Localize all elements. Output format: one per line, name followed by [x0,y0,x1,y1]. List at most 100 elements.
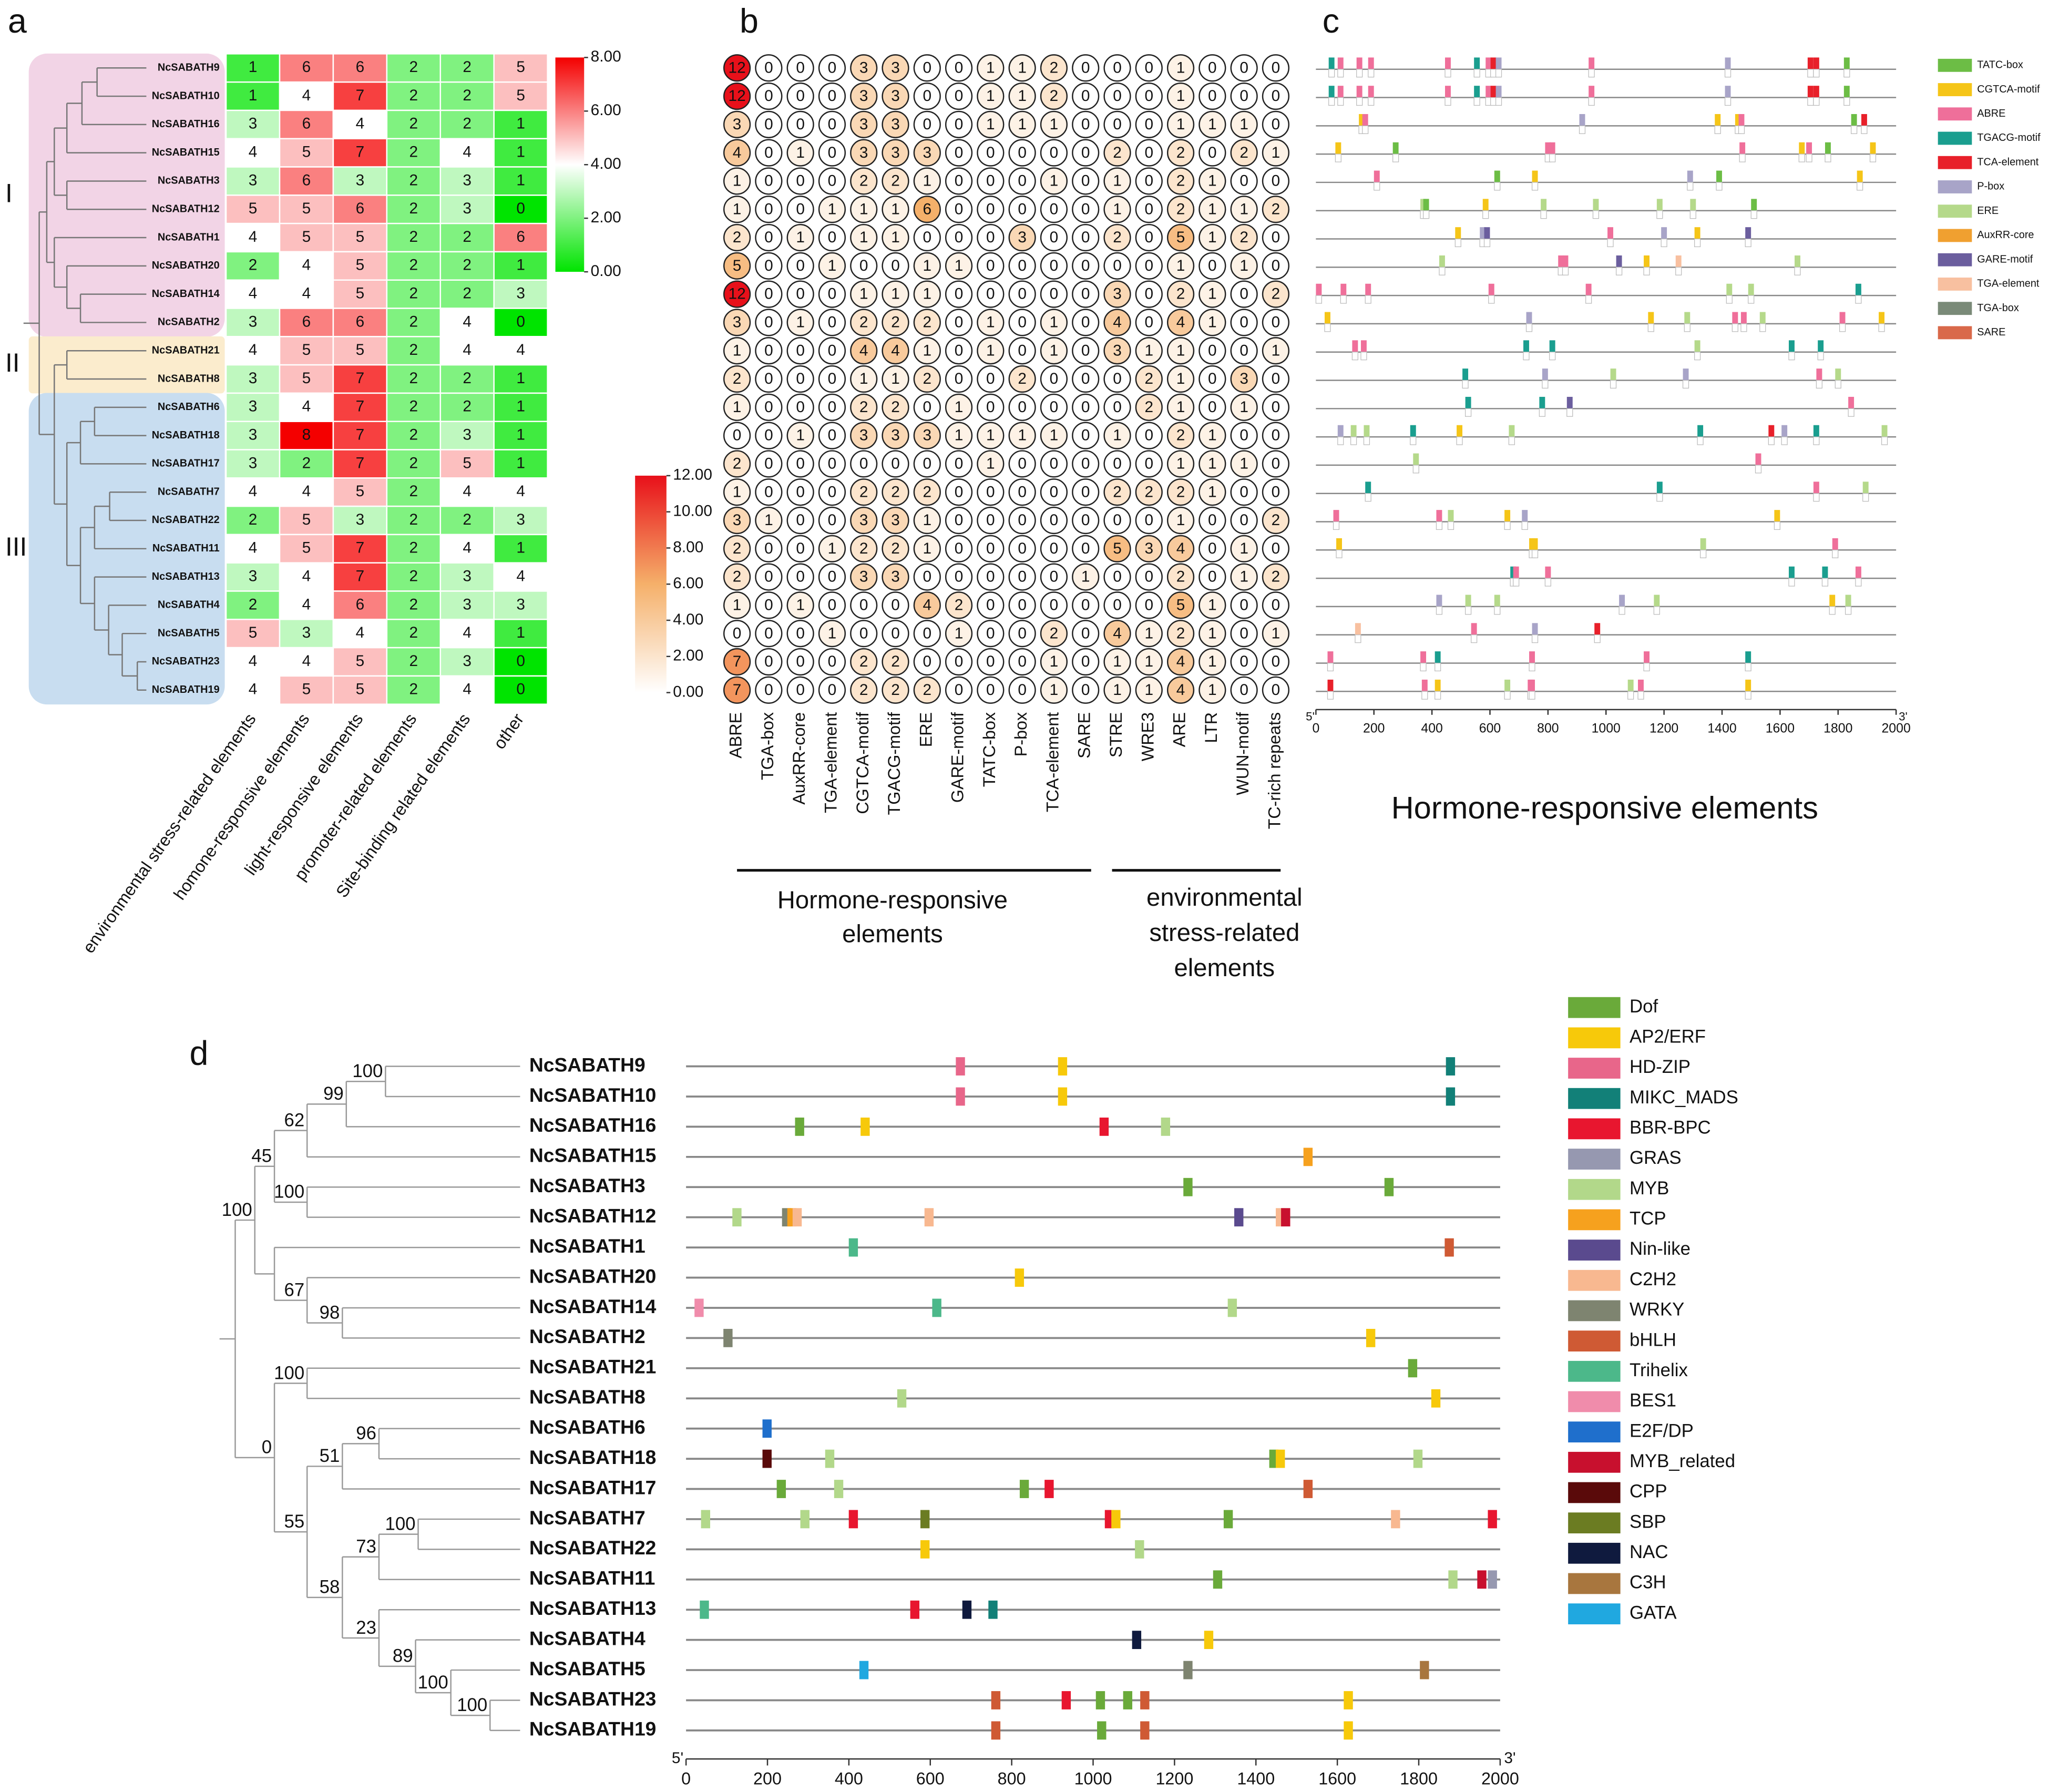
bubble [1166,506,1195,535]
bubble [1103,450,1131,478]
bubble-label: 0 [986,398,995,416]
heat-cell [225,534,281,564]
heat-cell [493,647,548,677]
element-site [1359,114,1365,126]
legend-swatch [1568,1542,1621,1564]
bubble-label: 2 [891,314,900,331]
element-site-base [1788,352,1795,361]
bubble [1040,54,1068,82]
bubble [1166,422,1195,449]
bubble [786,478,814,506]
cell-label: 3 [249,171,258,189]
cell-label: 3 [249,313,258,330]
element-site [1566,396,1573,409]
bubble [1008,82,1036,110]
gene-label: NcSABATH8 [158,373,220,384]
bubble-label: 1 [1050,681,1059,699]
bubble [755,620,783,648]
element-site [1327,651,1334,663]
element-site [1562,255,1569,268]
bubble-label: 4 [891,342,900,359]
bubble-label: 0 [1144,285,1153,303]
bubble-label: 0 [986,511,995,529]
element-site-base [1531,549,1539,558]
binding-site [1281,1208,1290,1227]
bootstrap-label: 67 [284,1279,305,1300]
element-site [1485,57,1492,69]
cell-label: 6 [356,200,365,217]
bubble [1135,676,1163,704]
cell-label: 7 [356,87,365,104]
heat-cell [439,109,495,140]
element-site-base [1643,267,1650,275]
cell-label: 4 [302,398,311,415]
cell-label: 1 [516,624,525,641]
legend-swatch [1568,1603,1621,1625]
bubble [1040,337,1068,365]
heat-cell [386,222,442,253]
bubble-label: 12 [728,59,745,76]
cell-label: 0 [516,200,525,217]
binding-site [860,1117,870,1136]
column-label: TC-rich repeats [1265,712,1284,830]
cell-label: 3 [463,426,472,443]
binding-site [897,1389,907,1408]
bubble [977,478,1005,506]
heat-cell [332,619,388,649]
element-site [1337,57,1344,69]
element-site [1694,227,1700,239]
colorbar-tick-label: 2.00 [591,209,621,226]
legend-label: MIKC_MADS [1630,1087,1738,1108]
bubble-label: 1 [1208,624,1217,642]
bubble-label: 1 [1176,87,1185,105]
cell-label: 4 [516,483,525,500]
bubble [755,139,783,167]
element-site-base [1531,634,1539,643]
bubble-label: 0 [1144,314,1153,331]
bootstrap-label: 51 [320,1446,340,1466]
bubble [945,563,973,591]
bubble [850,337,878,365]
bubble-label: 2 [891,172,900,190]
bubble-label: 1 [1239,568,1248,586]
bubble [1008,196,1036,223]
element-site [1851,114,1857,126]
bubble-label: 2 [955,597,964,614]
bubble-label: 0 [828,568,837,586]
bubble [1135,422,1163,449]
element-site-base [1495,97,1502,106]
element-site-base [1843,97,1850,106]
bubble [723,422,751,449]
binding-site [1227,1298,1237,1317]
cell-label: 2 [302,454,311,472]
element-site-base [1684,323,1691,332]
bubble-label: 0 [1208,568,1217,586]
bubble-label: 1 [1239,540,1248,557]
bubble [882,506,909,535]
bubble-label: 1 [1050,653,1059,670]
element-site [1807,57,1814,69]
legend-swatch [1568,1330,1621,1351]
bubble-label: 0 [923,59,931,76]
element-site-base [1781,436,1788,445]
bubble [1008,365,1036,393]
element-site [1445,86,1451,98]
bubble-label: 2 [733,229,742,246]
binding-site [1099,1117,1109,1136]
colorbar-tick-label: 0.00 [673,683,703,700]
cell-label: 2 [409,511,418,528]
panel-title: Hormone-responsive elements [1391,790,1818,825]
bubble-label: 3 [733,314,742,331]
binding-site [1044,1480,1054,1498]
binding-site [795,1117,804,1136]
bubble-label: 0 [764,370,773,387]
bubble [723,478,751,506]
binding-site [1123,1691,1133,1709]
bubble-label: 0 [764,144,773,161]
bubble [977,196,1005,223]
bubble [723,223,751,252]
element-site [1687,170,1693,182]
bubble [1040,139,1068,167]
bubble [1072,365,1100,393]
heat-cell [332,562,388,592]
